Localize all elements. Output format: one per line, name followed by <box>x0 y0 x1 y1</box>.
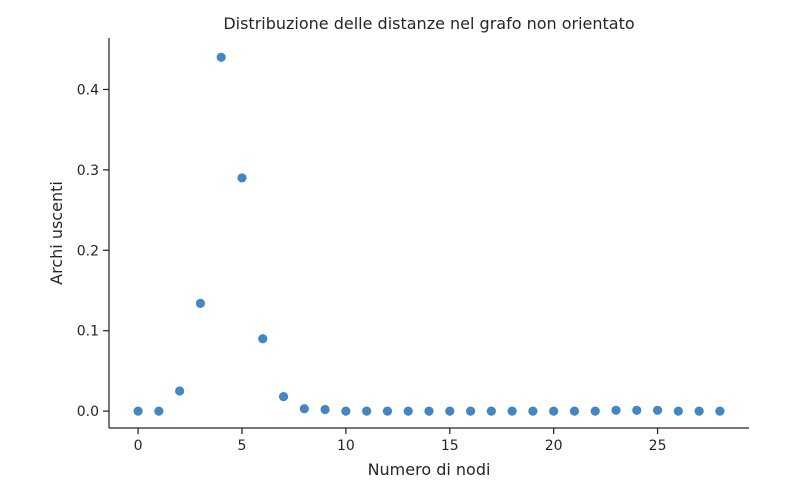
data-point <box>694 406 704 416</box>
data-point <box>715 406 725 416</box>
x-tick-label: 20 <box>545 438 563 454</box>
data-point <box>465 406 476 416</box>
data-point <box>133 406 143 416</box>
data-point <box>362 406 372 416</box>
data-point <box>549 406 559 416</box>
data-point <box>611 405 621 415</box>
data-point <box>216 52 226 62</box>
y-axis-ticks: 0.0 0.1 0.2 0.3 0.4 <box>77 82 109 420</box>
data-point <box>175 386 185 396</box>
axes <box>108 38 749 429</box>
data-point <box>528 406 538 416</box>
data-point <box>195 298 206 308</box>
data-point <box>154 406 164 416</box>
x-tick-label: 10 <box>337 438 355 454</box>
y-tick-label: 0.4 <box>77 82 99 98</box>
x-tick-label: 0 <box>134 438 143 454</box>
data-point <box>507 406 517 416</box>
x-tick-label: 25 <box>649 438 667 454</box>
data-point <box>403 406 413 416</box>
y-tick-label: 0.0 <box>77 404 99 420</box>
data-point <box>673 406 683 416</box>
data-point <box>320 404 330 415</box>
y-tick-label: 0.3 <box>77 163 99 179</box>
data-point <box>632 405 642 415</box>
chart-title: Distribuzione delle distanze nel grafo n… <box>223 14 634 33</box>
data-point <box>569 406 580 416</box>
data-point <box>299 404 309 414</box>
x-axis-ticks: 0 5 10 15 20 25 <box>134 428 667 454</box>
data-point <box>341 406 351 416</box>
x-tick-label: 15 <box>441 438 459 454</box>
x-axis-label: Numero di nodi <box>368 460 491 479</box>
data-point <box>258 334 268 344</box>
data-point <box>278 392 289 402</box>
data-point <box>652 405 663 415</box>
y-axis-label: Archi uscenti <box>47 181 66 285</box>
data-point <box>382 406 393 416</box>
data-point <box>237 173 247 183</box>
y-tick-label: 0.2 <box>77 243 99 259</box>
data-points <box>133 52 725 416</box>
data-point <box>445 406 455 416</box>
x-tick-label: 5 <box>238 438 247 454</box>
data-point <box>486 406 496 416</box>
data-point <box>424 406 434 416</box>
data-point <box>590 406 600 416</box>
y-tick-label: 0.1 <box>77 324 99 340</box>
